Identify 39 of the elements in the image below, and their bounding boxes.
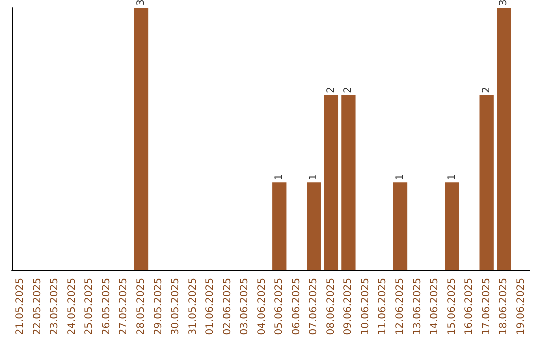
x-tick-label: 16.06.2025 — [464, 278, 476, 336]
x-tick-label: 31.05.2025 — [188, 278, 199, 336]
x-tick-label: 21.05.2025 — [15, 278, 26, 336]
data-label: 1 — [308, 174, 320, 181]
x-tick-label: 02.06.2025 — [222, 278, 234, 336]
x-tick-label: 24.05.2025 — [66, 278, 78, 336]
x-tick-label: 19.06.2025 — [516, 278, 527, 336]
x-tick-label: 14.06.2025 — [430, 278, 441, 336]
data-label: 1 — [395, 174, 406, 181]
x-tick-label: 05.06.2025 — [274, 278, 286, 336]
x-tick-label: 08.06.2025 — [326, 278, 337, 336]
x-tick-label: 04.06.2025 — [256, 278, 268, 336]
x-tick-label: 22.05.2025 — [32, 278, 44, 336]
x-tick-label: 17.06.2025 — [481, 278, 492, 336]
x-tick-label: 06.06.2025 — [291, 278, 302, 336]
data-label: 2 — [481, 86, 492, 94]
data-label: 2 — [326, 86, 337, 94]
x-tick-label: 09.06.2025 — [343, 278, 354, 336]
x-tick-label: 10.06.2025 — [360, 278, 372, 336]
x-tick-label: 29.05.2025 — [153, 278, 164, 336]
data-label: 3 — [498, 0, 510, 6]
x-tick-label: 11.06.2025 — [378, 278, 389, 336]
x-tick-label: 12.06.2025 — [395, 278, 406, 336]
data-label: 2 — [343, 86, 354, 94]
x-tick-label: 13.06.2025 — [412, 278, 424, 336]
x-tick-label: 28.05.2025 — [136, 278, 147, 336]
data-label: 1 — [274, 174, 286, 181]
x-tick-label: 18.06.2025 — [498, 278, 510, 336]
x-tick-label: 27.05.2025 — [118, 278, 130, 336]
data-label: 3 — [136, 0, 147, 6]
x-tick-label: 26.05.2025 — [101, 278, 112, 336]
x-tick-label: 01.06.2025 — [205, 278, 216, 336]
data-label: 1 — [446, 174, 458, 181]
x-tick-label: 03.06.2025 — [240, 278, 251, 336]
x-tick-label: 25.05.2025 — [84, 278, 96, 336]
x-tick-label: 07.06.2025 — [308, 278, 320, 336]
x-tick-label: 23.05.2025 — [50, 278, 61, 336]
x-tick-label: 30.05.2025 — [170, 278, 182, 336]
x-tick-label: 15.06.2025 — [446, 278, 458, 336]
